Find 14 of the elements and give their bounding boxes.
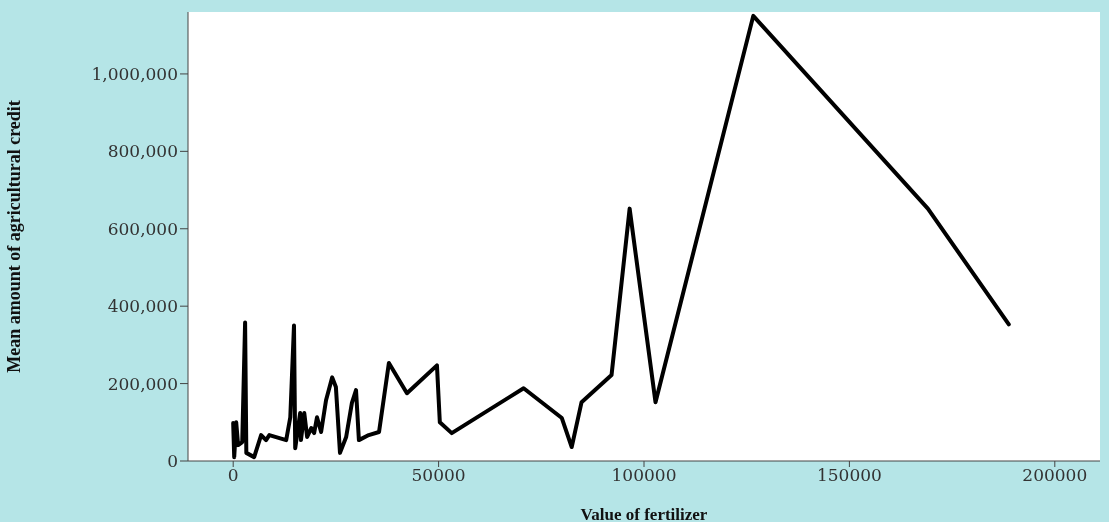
x-tick-label: 150000 — [816, 465, 882, 486]
x-tick-label: 0 — [227, 465, 239, 486]
y-tick-label: 800,000 — [107, 141, 178, 162]
y-tick-label: 400,000 — [107, 296, 178, 317]
y-tick-label: 200,000 — [107, 373, 178, 394]
y-axis-title: Mean amount of agricultural credit — [4, 100, 25, 373]
y-tick-label: 1,000,000 — [91, 63, 178, 84]
x-tick-label: 200000 — [1022, 465, 1088, 486]
line-series — [231, 13, 1011, 460]
y-tick-label: 600,000 — [107, 218, 178, 239]
x-tick-label: 100000 — [611, 465, 677, 486]
x-axis-title: Value of fertilizer — [580, 505, 708, 522]
x-tick-label: 50000 — [411, 465, 466, 486]
y-tick-label: 0 — [167, 451, 178, 472]
